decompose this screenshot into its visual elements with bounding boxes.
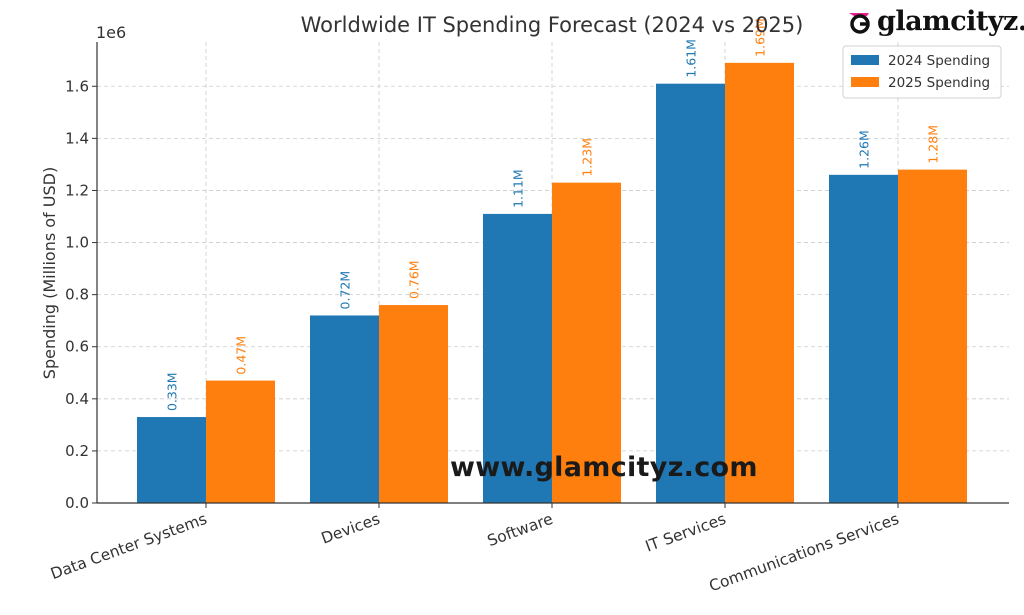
y-tick-label: 1.2: [65, 181, 89, 199]
x-tick-label: Data Center Systems: [48, 510, 209, 583]
y-tick-label: 0.4: [65, 390, 89, 408]
bar-2025-1: [379, 305, 448, 503]
y-tick-label: 1.0: [65, 234, 89, 252]
legend: 2024 Spending 2025 Spending: [842, 45, 1002, 99]
legend-swatch: [851, 55, 879, 65]
watermark-text: www.glamcityz.com: [450, 452, 758, 483]
bar-value-label: 1.28M: [926, 125, 941, 164]
x-tick-label: Communications Services: [707, 510, 902, 596]
x-tick-label: Software: [485, 510, 555, 550]
bar-2025-3: [725, 62, 794, 504]
brand-name: glamcityz.: [877, 6, 1024, 37]
bar-value-label: 1.26M: [857, 130, 872, 169]
legend-swatch: [851, 77, 879, 87]
brand-g-icon: [849, 12, 870, 34]
bar-2024-4: [829, 174, 898, 503]
y-tick-label: 0.0: [65, 494, 89, 512]
bar-value-label: 1.11M: [511, 169, 526, 208]
legend-label: 2024 Spending: [888, 53, 990, 69]
bar-value-label: 0.47M: [234, 336, 249, 375]
legend-box: [842, 45, 1002, 99]
chart-title: Worldwide IT Spending Forecast (2024 vs …: [301, 13, 804, 37]
bar-value-label: 0.76M: [407, 260, 422, 299]
y-tick-label: 0.8: [65, 286, 89, 304]
y-tick-label: 1.6: [65, 77, 89, 95]
x-tick-label: Devices: [319, 510, 383, 548]
bar-value-label: 0.33M: [165, 372, 180, 411]
bar-value-label: 1.23M: [580, 138, 595, 177]
legend-label: 2025 Spending: [888, 75, 990, 91]
bar-2025-4: [898, 169, 967, 504]
x-tick-label: IT Services: [643, 510, 728, 556]
bar-2024-0: [137, 417, 206, 503]
y-tick-label: 1.4: [65, 129, 89, 147]
y-tick-label: 0.2: [65, 442, 89, 460]
bar-value-label: 0.72M: [338, 271, 353, 310]
brand-logo: glamcityz.: [845, 6, 1024, 37]
y-axis-label: Spending (Millions of USD): [40, 167, 59, 379]
bar-2024-2: [483, 213, 552, 503]
y-axis-offset-text: 1e6: [96, 23, 126, 42]
bars: [137, 62, 967, 504]
bar-2025-0: [206, 380, 275, 503]
value-labels: 0.33M 0.72M 1.11M 1.61M 1.26M 0.47M 0.76M 1.23M…: [165, 18, 941, 411]
bar-2024-3: [656, 83, 725, 504]
bar-2025-2: [552, 182, 621, 503]
bar-value-label: 1.69M: [753, 18, 768, 57]
bar-value-label: 1.61M: [684, 39, 699, 78]
y-tick-label: 0.6: [65, 338, 89, 356]
bar-2024-1: [310, 315, 379, 503]
